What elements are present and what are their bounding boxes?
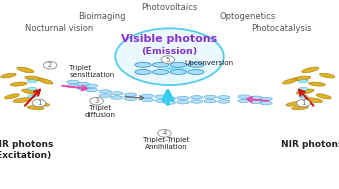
Circle shape bbox=[43, 61, 57, 69]
Ellipse shape bbox=[286, 102, 300, 106]
Ellipse shape bbox=[218, 96, 230, 99]
Ellipse shape bbox=[13, 98, 31, 103]
Text: 4: 4 bbox=[162, 130, 166, 136]
Ellipse shape bbox=[141, 94, 154, 98]
Text: 1: 1 bbox=[37, 100, 41, 106]
Ellipse shape bbox=[67, 84, 79, 88]
Ellipse shape bbox=[25, 76, 43, 81]
Ellipse shape bbox=[238, 99, 250, 102]
Circle shape bbox=[158, 129, 171, 137]
Ellipse shape bbox=[238, 95, 250, 98]
Ellipse shape bbox=[35, 102, 49, 106]
Ellipse shape bbox=[17, 67, 34, 73]
Ellipse shape bbox=[204, 95, 216, 99]
Ellipse shape bbox=[292, 106, 308, 110]
Ellipse shape bbox=[135, 70, 151, 74]
Circle shape bbox=[90, 97, 103, 105]
Ellipse shape bbox=[4, 94, 19, 99]
Text: Photovoltaics: Photovoltaics bbox=[141, 3, 198, 12]
Ellipse shape bbox=[155, 95, 167, 98]
Text: Triplet
diffusion: Triplet diffusion bbox=[84, 105, 116, 118]
Ellipse shape bbox=[293, 76, 311, 81]
Ellipse shape bbox=[308, 82, 325, 86]
Ellipse shape bbox=[99, 90, 111, 93]
Ellipse shape bbox=[191, 96, 203, 99]
Ellipse shape bbox=[191, 100, 203, 103]
Ellipse shape bbox=[124, 93, 137, 96]
Ellipse shape bbox=[283, 78, 297, 84]
Ellipse shape bbox=[204, 99, 216, 103]
Ellipse shape bbox=[27, 80, 37, 83]
Ellipse shape bbox=[319, 73, 335, 78]
Text: Optogenetics: Optogenetics bbox=[219, 12, 276, 21]
Text: NIR photons: NIR photons bbox=[281, 140, 339, 149]
Text: 5: 5 bbox=[166, 57, 170, 63]
Ellipse shape bbox=[155, 99, 167, 102]
Ellipse shape bbox=[250, 100, 262, 104]
Circle shape bbox=[32, 99, 46, 107]
Text: Bioimaging: Bioimaging bbox=[78, 12, 125, 21]
Ellipse shape bbox=[302, 67, 319, 73]
Ellipse shape bbox=[163, 101, 176, 104]
Ellipse shape bbox=[299, 87, 308, 90]
Ellipse shape bbox=[296, 89, 314, 94]
Text: Photocatalysis: Photocatalysis bbox=[251, 24, 312, 33]
Ellipse shape bbox=[299, 80, 308, 83]
Ellipse shape bbox=[170, 70, 186, 74]
Ellipse shape bbox=[10, 82, 27, 86]
Ellipse shape bbox=[177, 96, 189, 100]
Ellipse shape bbox=[39, 78, 53, 84]
Ellipse shape bbox=[67, 80, 79, 84]
Text: Triplet
sensitization: Triplet sensitization bbox=[69, 65, 115, 78]
Ellipse shape bbox=[85, 84, 98, 88]
Ellipse shape bbox=[77, 86, 89, 90]
Text: Upconversion: Upconversion bbox=[185, 60, 234, 66]
Text: Nocturnal vision: Nocturnal vision bbox=[25, 24, 94, 33]
Ellipse shape bbox=[163, 97, 176, 100]
Ellipse shape bbox=[27, 87, 37, 90]
Ellipse shape bbox=[170, 62, 186, 67]
Ellipse shape bbox=[111, 92, 123, 95]
Circle shape bbox=[297, 99, 310, 107]
Ellipse shape bbox=[316, 94, 331, 99]
Ellipse shape bbox=[111, 96, 123, 99]
Ellipse shape bbox=[153, 70, 169, 74]
Ellipse shape bbox=[153, 62, 169, 67]
Ellipse shape bbox=[27, 106, 44, 110]
Ellipse shape bbox=[299, 95, 308, 98]
Ellipse shape bbox=[1, 73, 16, 78]
Ellipse shape bbox=[141, 98, 154, 102]
Ellipse shape bbox=[260, 97, 272, 101]
Text: 2: 2 bbox=[48, 62, 52, 68]
Ellipse shape bbox=[27, 95, 37, 98]
Ellipse shape bbox=[188, 62, 204, 67]
Circle shape bbox=[161, 56, 175, 63]
Ellipse shape bbox=[99, 94, 111, 97]
Ellipse shape bbox=[124, 97, 137, 101]
Text: NIR photons
(Excitation): NIR photons (Excitation) bbox=[0, 140, 53, 160]
Text: Visible photons: Visible photons bbox=[121, 34, 218, 44]
Ellipse shape bbox=[304, 98, 323, 103]
Ellipse shape bbox=[260, 101, 272, 105]
Ellipse shape bbox=[135, 62, 151, 67]
Ellipse shape bbox=[85, 88, 98, 92]
Ellipse shape bbox=[22, 89, 39, 94]
Text: 1: 1 bbox=[301, 100, 306, 106]
Ellipse shape bbox=[250, 96, 262, 99]
Ellipse shape bbox=[115, 28, 224, 85]
Ellipse shape bbox=[188, 70, 204, 74]
Text: Triplet-Triplet
Annihilation: Triplet-Triplet Annihilation bbox=[143, 137, 190, 150]
Text: 3: 3 bbox=[94, 98, 99, 104]
Ellipse shape bbox=[177, 101, 189, 104]
Ellipse shape bbox=[77, 82, 89, 86]
Ellipse shape bbox=[218, 100, 230, 103]
Text: (Emission): (Emission) bbox=[141, 47, 198, 57]
